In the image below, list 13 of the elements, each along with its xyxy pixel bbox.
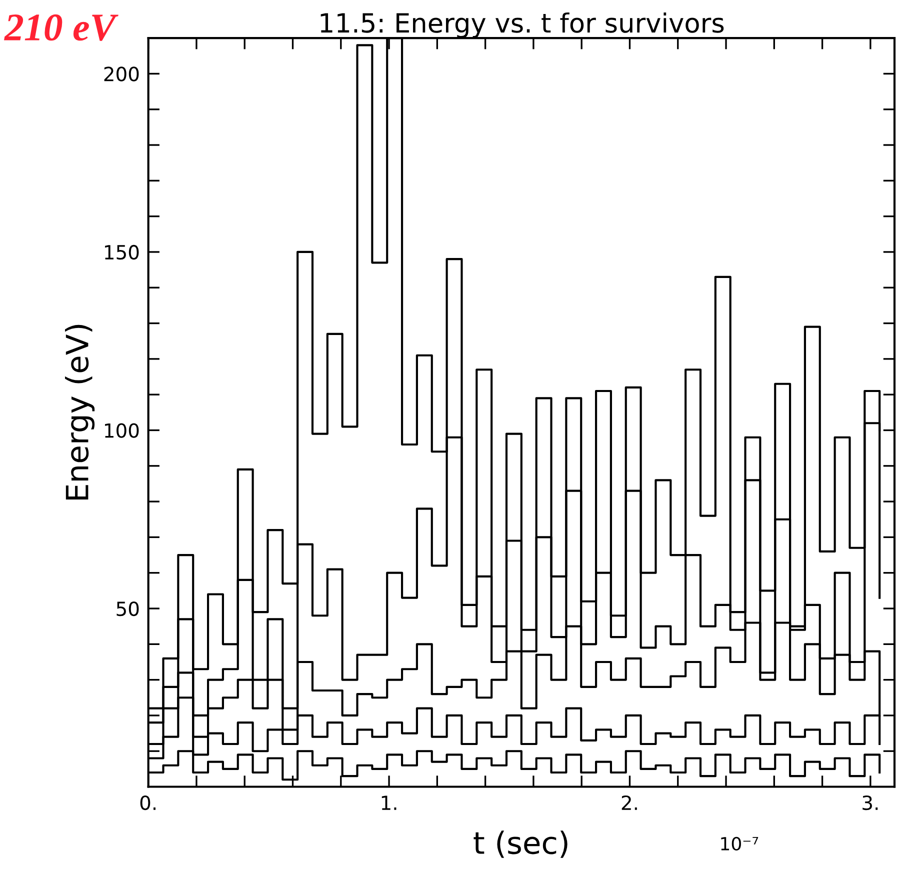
y-tick-label: 100	[105, 423, 139, 438]
chart-title: 11.5: Energy vs. t for survivors	[320, 12, 724, 38]
x-tick-label: 0.	[140, 795, 156, 810]
text: 10⁻⁷	[721, 836, 758, 851]
x-tick-label: 3.	[862, 795, 878, 810]
text: 210 eV	[4, 14, 118, 41]
y-tick-label: 50	[116, 601, 139, 616]
y-tick-label: 200	[104, 66, 139, 82]
y-tick-label: 150	[105, 244, 139, 260]
x-axis-title: t (sec)	[474, 830, 568, 858]
x-tick-label: 2.	[622, 795, 637, 810]
y-axis-title: Energy (eV)	[65, 324, 95, 500]
x-tick-label: 1.	[382, 796, 396, 810]
